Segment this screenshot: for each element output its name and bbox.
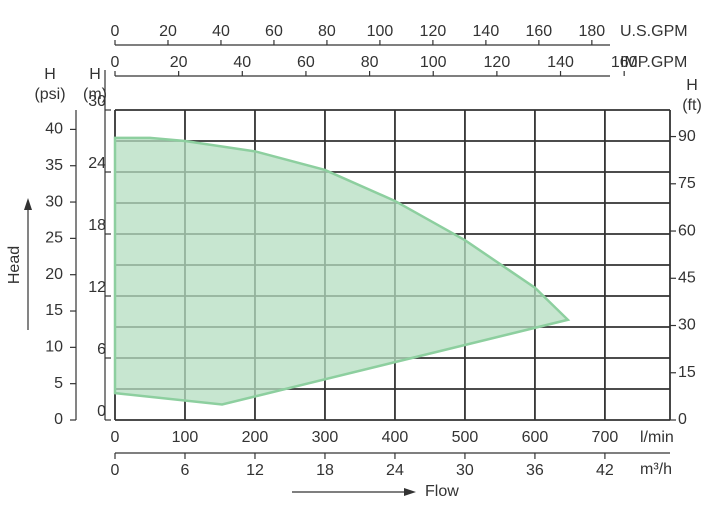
psi-tick-label: 30	[45, 193, 63, 210]
x2-tick-label: 18	[316, 462, 334, 479]
top-tick-label: 60	[265, 23, 283, 40]
y-tick-label: 30	[88, 93, 106, 110]
x2-tick-label: 12	[246, 462, 264, 479]
x2-tick-label: 36	[526, 462, 544, 479]
ft-tick-label: 0	[678, 411, 687, 428]
x-tick-label: 100	[172, 429, 199, 446]
x-tick-label: 700	[592, 429, 619, 446]
psi-axis-label: H	[44, 66, 56, 83]
x2-unit: m³/h	[640, 461, 672, 478]
top-tick-label: 40	[212, 23, 230, 40]
top-tick-label: 100	[367, 23, 394, 40]
psi-tick-label: 0	[54, 411, 63, 428]
top-tick-label: 140	[473, 23, 500, 40]
head-arrowhead	[24, 198, 32, 210]
x-tick-label: 0	[111, 429, 120, 446]
x-tick-label: 500	[452, 429, 479, 446]
top-tick-label: 160	[526, 23, 553, 40]
ft-tick-label: 75	[678, 175, 696, 192]
y-tick-label: 24	[88, 155, 106, 172]
top-unit: U.S.GPM	[620, 23, 688, 40]
y-axis-label: (m)	[83, 86, 107, 103]
x-unit: l/min	[640, 429, 674, 446]
psi-tick-label: 35	[45, 157, 63, 174]
top-tick-label: 120	[484, 54, 511, 71]
top-tick-label: 100	[420, 54, 447, 71]
y-tick-label: 18	[88, 217, 106, 234]
ft-tick-label: 45	[678, 269, 696, 286]
psi-axis-label: (psi)	[34, 86, 65, 103]
y-axis-label: H	[89, 66, 101, 83]
top-tick-label: 160	[611, 54, 638, 71]
ft-tick-label: 60	[678, 222, 696, 239]
x-tick-label: 600	[522, 429, 549, 446]
x-tick-label: 200	[242, 429, 269, 446]
y-tick-label: 0	[97, 403, 106, 420]
x2-tick-label: 0	[111, 462, 120, 479]
psi-tick-label: 20	[45, 266, 63, 283]
psi-tick-label: 40	[45, 121, 63, 138]
ft-tick-label: 30	[678, 317, 696, 334]
y-axis-title: Head	[6, 246, 23, 284]
top-tick-label: 140	[547, 54, 574, 71]
x-tick-label: 400	[382, 429, 409, 446]
top-tick-label: 80	[361, 54, 379, 71]
flow-arrowhead	[404, 488, 416, 496]
top-tick-label: 180	[578, 23, 605, 40]
x2-tick-label: 6	[181, 462, 190, 479]
ft-axis-label: (ft)	[682, 97, 702, 114]
top-tick-label: 80	[318, 23, 336, 40]
top-tick-label: 40	[233, 54, 251, 71]
x2-tick-label: 24	[386, 462, 404, 479]
psi-tick-label: 5	[54, 375, 63, 392]
y-tick-label: 12	[88, 279, 106, 296]
top-tick-label: 0	[111, 23, 120, 40]
x2-tick-label: 30	[456, 462, 474, 479]
top-tick-label: 20	[170, 54, 188, 71]
psi-tick-label: 25	[45, 230, 63, 247]
y-tick-label: 6	[97, 341, 106, 358]
ft-tick-label: 90	[678, 128, 696, 145]
area	[113, 136, 571, 406]
top-tick-label: 60	[297, 54, 315, 71]
top-unit: IMP.GPM	[620, 54, 687, 71]
top-tick-label: 0	[111, 54, 120, 71]
x-axis-title: Flow	[425, 483, 459, 500]
ft-axis-label: H	[686, 77, 698, 94]
ft-tick-label: 15	[678, 364, 696, 381]
psi-tick-label: 10	[45, 339, 63, 356]
x2-tick-label: 42	[596, 462, 614, 479]
psi-tick-label: 15	[45, 302, 63, 319]
x-tick-label: 300	[312, 429, 339, 446]
top-tick-label: 120	[420, 23, 447, 40]
top-tick-label: 20	[159, 23, 177, 40]
